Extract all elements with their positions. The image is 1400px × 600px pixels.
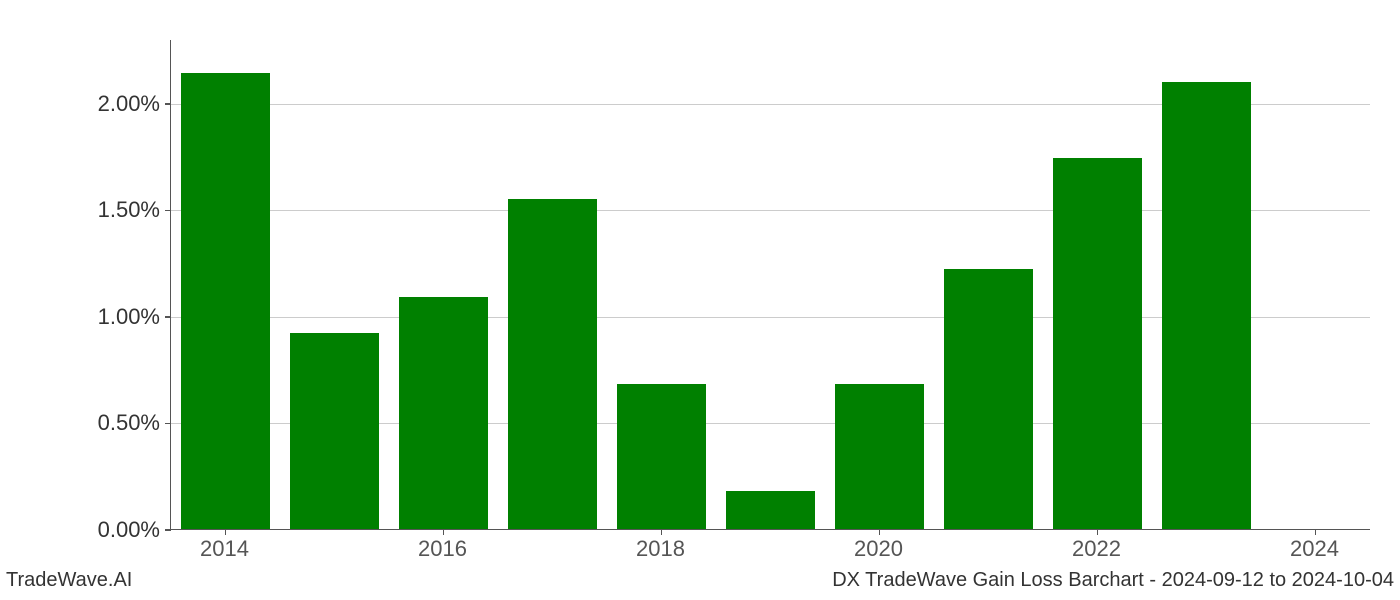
bar-2021 [944,269,1033,529]
x-tick-label: 2016 [418,536,467,562]
plot-area [170,40,1370,530]
y-tick-label: 0.00% [60,517,160,543]
x-tick-mark [443,529,445,535]
y-tick-mark [165,529,171,531]
x-tick-mark [1097,529,1099,535]
y-tick-mark [165,316,171,318]
y-tick-label: 1.00% [60,304,160,330]
y-tick-label: 0.50% [60,410,160,436]
x-tick-mark [661,529,663,535]
x-tick-label: 2020 [854,536,903,562]
bar-2020 [835,384,924,529]
footer-right-text: DX TradeWave Gain Loss Barchart - 2024-0… [832,569,1394,592]
footer-left-text: TradeWave.AI [6,569,132,592]
x-tick-mark [225,529,227,535]
bar-2023 [1162,82,1251,529]
x-tick-mark [879,529,881,535]
y-tick-mark [165,103,171,105]
x-tick-label: 2022 [1072,536,1121,562]
x-tick-mark [1315,529,1317,535]
bar-2017 [508,199,597,529]
y-tick-label: 2.00% [60,91,160,117]
x-tick-label: 2014 [200,536,249,562]
y-tick-mark [165,210,171,212]
bar-2015 [290,333,379,529]
y-tick-label: 1.50% [60,197,160,223]
bar-2022 [1053,158,1142,529]
bar-2014 [181,73,270,529]
bar-2018 [617,384,706,529]
bar-2016 [399,297,488,529]
bar-2019 [726,491,815,529]
chart-root: 0.00% 0.50% 1.00% 1.50% 2.00% 2014 2016 2018 20… [0,0,1400,600]
x-tick-label: 2018 [636,536,685,562]
x-tick-label: 2024 [1290,536,1339,562]
y-tick-mark [165,423,171,425]
